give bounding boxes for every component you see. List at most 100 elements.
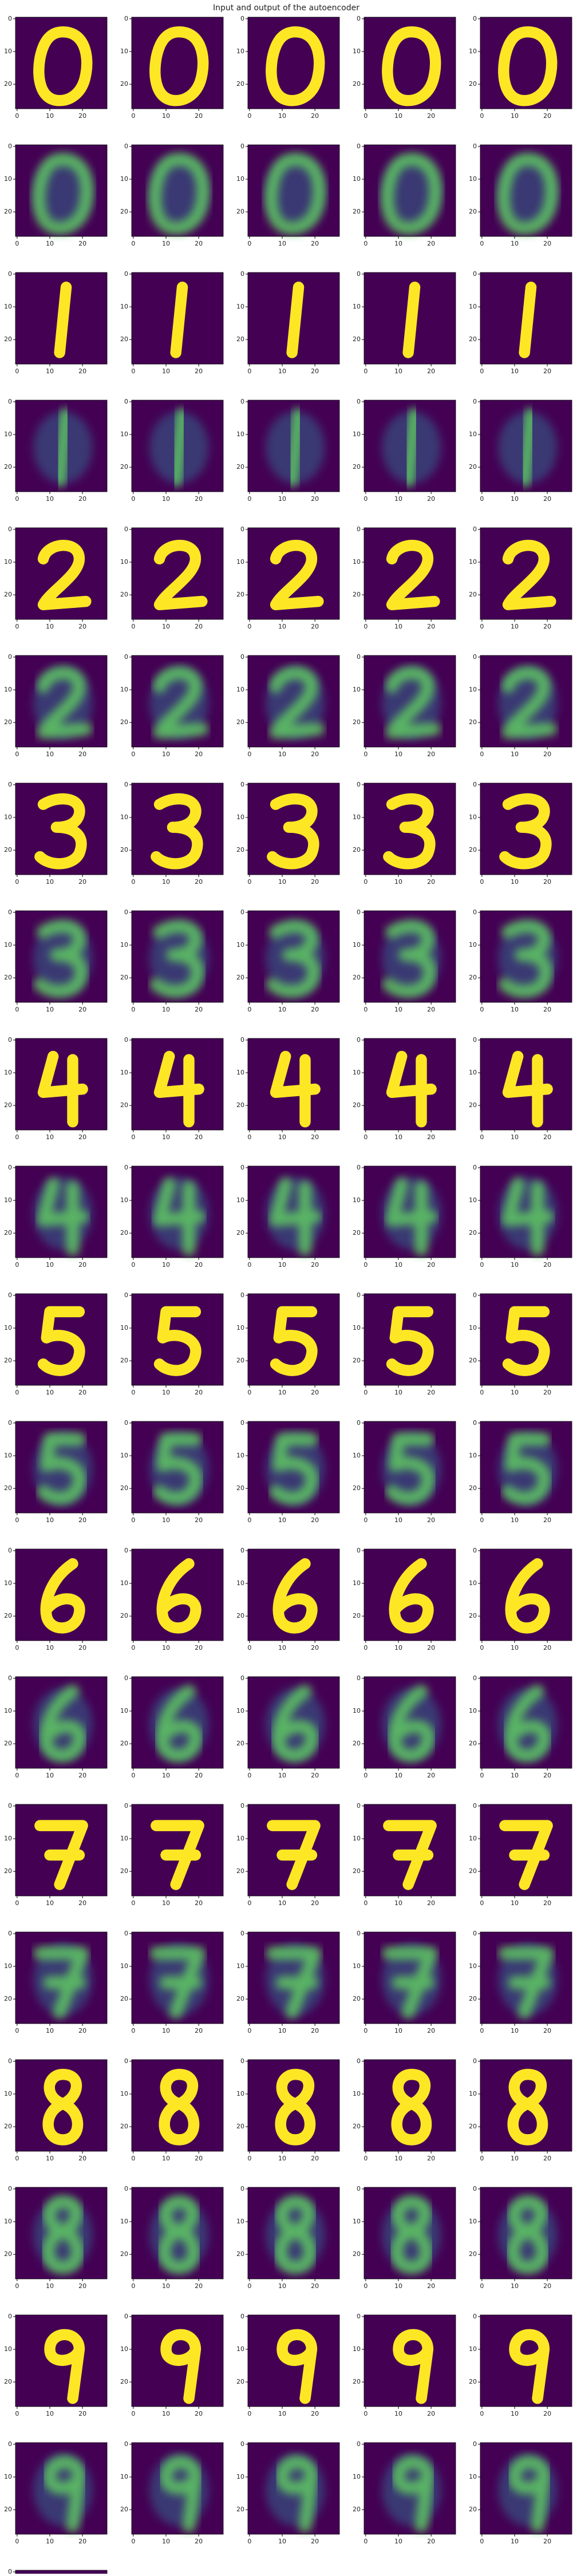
y-tick-label: 20 [120,1867,128,1875]
x-tick-label: 10 [394,2282,402,2290]
y-tick-label: 20 [4,1995,12,2002]
x-tick-label: 20 [311,112,319,120]
y-tick-label: 20 [120,2123,128,2130]
x-tick-label: 10 [46,2027,54,2034]
x-tick-label: 20 [78,1772,86,1779]
image-content [499,793,552,870]
x-tick-label: 20 [311,495,319,503]
x-tick-label: 10 [46,2410,54,2417]
x-tick-label: 10 [394,2410,402,2417]
axes-frame [247,2314,340,2407]
y-tick-label: 0 [357,1802,361,1809]
image-content [153,1050,204,1128]
x-tick-label: 0 [247,2027,251,2034]
y-tick-label: 0 [240,1291,244,1299]
x-tick-label: 0 [247,2155,251,2162]
x-tick-label: 10 [394,112,402,120]
digit-stroke [501,1433,551,1505]
axes-frame [247,2187,340,2279]
digit-stroke [517,408,538,487]
digit-stroke [385,666,441,739]
x-tick-label: 0 [131,1006,135,1013]
x-tick-label: 20 [311,878,319,886]
x-tick-label: 20 [543,1261,551,1269]
axes-frame [480,17,572,109]
image-content [402,282,421,358]
y-tick-label: 10 [469,303,477,310]
image-content [149,408,209,487]
image-content [44,2329,85,2404]
axes-frame [480,2059,572,2152]
y-tick-label: 10 [469,558,477,566]
x-tick-label: 20 [427,878,435,886]
image-content [391,2069,432,2146]
x-tick-label: 20 [311,2410,319,2417]
axes-frame [363,655,456,748]
digit-stroke [151,793,203,870]
y-tick-label: 10 [469,2218,477,2225]
axes-frame [363,2314,456,2407]
y-tick-label: 10 [469,48,477,55]
x-tick-label: 20 [78,240,86,247]
x-tick-label: 10 [162,2538,170,2545]
y-tick-label: 10 [4,1579,12,1587]
axes-frame [131,1931,224,2024]
x-tick-label: 0 [247,1644,251,1652]
y-tick-label: 20 [236,1229,244,1236]
y-tick-label: 20 [469,1612,477,1619]
axes-frame [15,1548,108,1641]
x-tick-label: 0 [480,2027,484,2034]
x-tick-label: 0 [15,623,19,630]
digit-stroke [401,408,421,487]
x-tick-label: 20 [195,1516,203,1524]
digit-stroke [159,2069,200,2146]
y-tick-label: 10 [236,1196,244,1204]
image-background [15,1038,107,1130]
x-tick-label: 20 [427,623,435,630]
y-tick-label: 10 [120,1962,128,1970]
x-tick-label: 20 [78,878,86,886]
x-tick-label: 20 [195,1006,203,1013]
image-content [498,666,558,739]
y-tick-label: 0 [240,2313,244,2320]
x-tick-label: 20 [311,1133,319,1141]
x-tick-label: 10 [46,1516,54,1524]
x-tick-label: 0 [247,1389,251,1396]
image-content [272,1558,318,1634]
image-content [54,282,72,358]
image-content [270,1050,321,1128]
y-tick-label: 20 [4,974,12,981]
digit-stroke [382,920,437,998]
x-tick-label: 0 [363,1261,367,1269]
axes-frame [480,783,572,875]
x-tick-label: 0 [247,1133,251,1141]
x-tick-label: 20 [543,495,551,503]
x-tick-label: 0 [247,623,251,630]
image-content [270,540,324,610]
x-tick-label: 0 [247,1772,251,1779]
digit-stroke [34,793,87,870]
digit-stroke [506,2195,549,2274]
y-tick-label: 20 [353,1612,361,1619]
image-content [149,2195,209,2274]
y-tick-label: 20 [236,846,244,854]
y-tick-label: 10 [236,2218,244,2225]
axes-frame [15,1293,108,1386]
x-tick-label: 20 [195,2410,203,2417]
image-content [386,540,440,610]
y-tick-label: 0 [240,908,244,916]
x-tick-label: 0 [480,2410,484,2417]
y-tick-label: 0 [357,1419,361,1427]
x-tick-label: 20 [543,1006,551,1013]
x-tick-label: 10 [394,1772,402,1779]
y-tick-label: 20 [4,80,12,88]
y-tick-label: 0 [124,1802,128,1809]
y-tick-label: 0 [8,270,12,278]
y-tick-label: 0 [124,1036,128,1044]
y-tick-label: 20 [469,2250,477,2258]
digit-stroke [502,1050,553,1128]
y-tick-label: 0 [357,526,361,533]
y-tick-label: 0 [8,2313,12,2320]
axes-frame [15,1421,108,1514]
